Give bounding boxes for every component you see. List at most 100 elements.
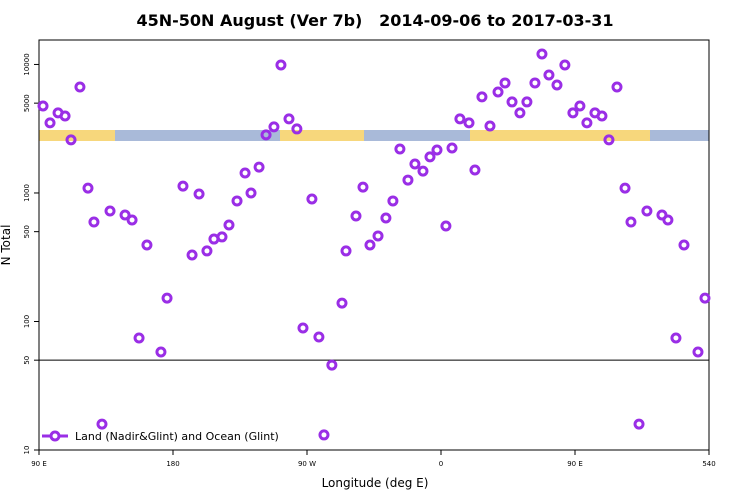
data-point <box>670 332 682 344</box>
data-point <box>431 144 443 156</box>
data-point <box>440 220 452 232</box>
data-point <box>625 216 637 228</box>
data-point <box>350 210 362 222</box>
plot-frame <box>38 39 710 451</box>
data-point <box>521 96 533 108</box>
data-point <box>699 292 711 304</box>
data-point <box>96 418 108 430</box>
data-point <box>155 346 167 358</box>
data-point <box>239 167 251 179</box>
data-point <box>275 59 287 71</box>
data-point <box>469 164 481 176</box>
x-tick-label: 90 E <box>31 460 47 468</box>
legend-marker <box>49 430 61 442</box>
data-point <box>336 297 348 309</box>
data-point <box>177 180 189 192</box>
data-point <box>417 165 429 177</box>
data-point <box>387 195 399 207</box>
data-point <box>141 239 153 251</box>
data-point <box>161 292 173 304</box>
y-tick-label: 10 <box>23 446 31 455</box>
data-point <box>619 182 631 194</box>
data-point <box>402 174 414 186</box>
data-point <box>641 205 653 217</box>
land-strip <box>39 130 115 141</box>
data-point <box>603 134 615 146</box>
data-point <box>692 346 704 358</box>
y-tick-label: 10000 <box>23 53 31 75</box>
y-tick-label: 5000 <box>23 94 31 112</box>
data-point <box>186 249 198 261</box>
data-point <box>291 123 303 135</box>
data-point <box>476 91 488 103</box>
data-point <box>231 195 243 207</box>
data-point <box>567 107 579 119</box>
data-point <box>37 100 49 112</box>
ocean-strip <box>39 130 709 141</box>
data-point <box>596 110 608 122</box>
data-point <box>678 239 690 251</box>
x-tick-label: 90 W <box>298 460 316 468</box>
y-tick-label: 50 <box>23 356 31 365</box>
data-point <box>74 81 86 93</box>
data-point <box>380 212 392 224</box>
data-point <box>223 219 235 231</box>
data-point <box>253 161 265 173</box>
data-point <box>193 188 205 200</box>
data-point <box>297 322 309 334</box>
y-tick-label: 500 <box>23 225 31 238</box>
x-tick-label: 90 E <box>567 460 583 468</box>
data-point <box>59 110 71 122</box>
data-point <box>326 359 338 371</box>
x-tick-label: 540 <box>702 460 715 468</box>
data-point <box>529 77 541 89</box>
data-point <box>88 216 100 228</box>
data-point <box>463 117 475 129</box>
data-point <box>574 100 586 112</box>
data-point <box>44 117 56 129</box>
land-strip <box>280 130 364 141</box>
data-point <box>454 113 466 125</box>
data-point <box>499 77 511 89</box>
x-tick-label: 0 <box>439 460 443 468</box>
data-point <box>340 245 352 257</box>
land-ocean-band <box>39 130 709 141</box>
data-point <box>318 429 330 441</box>
data-point <box>446 142 458 154</box>
data-point <box>551 79 563 91</box>
data-point <box>283 113 295 125</box>
data-point <box>104 205 116 217</box>
data-point <box>82 182 94 194</box>
data-point <box>126 214 138 226</box>
x-tick-label: 180 <box>166 460 179 468</box>
data-point <box>313 331 325 343</box>
data-point <box>216 231 228 243</box>
data-point <box>559 59 571 71</box>
data-point <box>245 187 257 199</box>
data-point <box>133 332 145 344</box>
data-point <box>268 121 280 133</box>
legend: Land (Nadir&Glint) and Ocean (Glint) <box>42 430 279 443</box>
land-strip <box>470 130 650 141</box>
chart-title: 45N-50N August (Ver 7b) 2014-09-06 to 20… <box>136 11 613 30</box>
data-point <box>394 143 406 155</box>
y-axis-label: N Total <box>0 225 13 266</box>
data-point <box>260 129 272 141</box>
data-point <box>424 151 436 163</box>
legend-label: Land (Nadir&Glint) and Ocean (Glint) <box>75 430 279 443</box>
data-point <box>484 120 496 132</box>
x-axis-label: Longitude (deg E) <box>322 476 429 490</box>
data-point <box>65 134 77 146</box>
data-point <box>119 209 131 221</box>
data-point <box>543 69 555 81</box>
data-point <box>492 86 504 98</box>
data-point <box>506 96 518 108</box>
data-point <box>372 230 384 242</box>
data-point <box>364 239 376 251</box>
data-point <box>536 48 548 60</box>
data-point <box>514 107 526 119</box>
data-point <box>633 418 645 430</box>
data-point <box>611 81 623 93</box>
